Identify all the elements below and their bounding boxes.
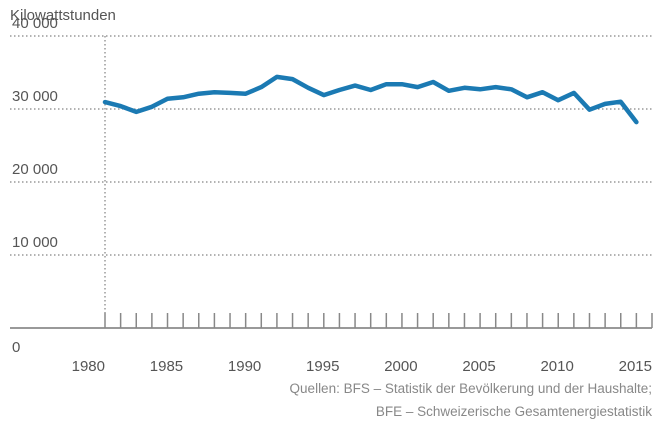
x-tick-label: 2015 [619,358,652,375]
source: BFE – Schweizerische Gesamtenergiestatis… [376,404,652,419]
y-tick-label: 30 000 [12,88,58,105]
y-tick-label: 0 [12,339,20,356]
y-axis-label: Kilowattstunden [10,7,116,24]
source: Quellen: BFS – Statistik der Bevölkerung… [290,381,652,396]
x-tick-label: 1980 [72,358,105,375]
x-tick-label: 2010 [540,358,573,375]
y-tick-label: 40 000 [12,15,58,32]
data-line [102,74,639,125]
y-tick-label: 10 000 [12,234,58,251]
x-tick-label: 1985 [150,358,183,375]
x-tick-label: 1990 [228,358,261,375]
y-tick-label: 20 000 [12,161,58,178]
x-tick-label: 2005 [462,358,495,375]
x-tick-label: 1995 [306,358,339,375]
x-tick-label: 2000 [384,358,417,375]
